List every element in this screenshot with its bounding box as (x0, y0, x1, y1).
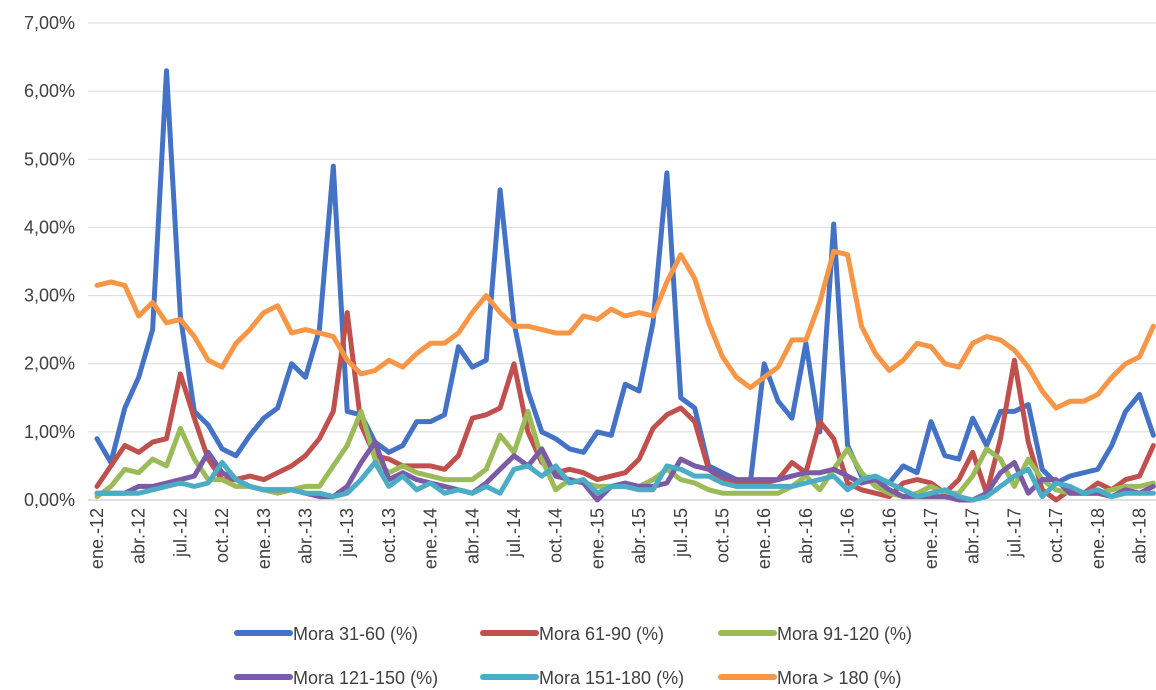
x-tick-label: oct.-12 (212, 508, 232, 563)
x-tick-label: oct.-16 (879, 508, 899, 563)
x-tick-label: ene.-14 (421, 508, 441, 569)
x-tick-label: abr.-13 (296, 508, 316, 564)
y-tick-label: 3,00% (24, 286, 75, 306)
y-tick-label: 1,00% (24, 422, 75, 442)
x-tick-label: jul.-12 (170, 508, 190, 558)
x-tick-label: ene.-16 (754, 508, 774, 569)
x-tick-label: jul.-14 (504, 508, 524, 558)
series-line (94, 248, 1156, 411)
x-tick-label: oct.-17 (1046, 508, 1066, 563)
legend-label: Mora 91-120 (%) (777, 624, 912, 644)
x-tick-label: ene.-15 (587, 508, 607, 569)
y-tick-label: 6,00% (24, 81, 75, 101)
y-tick-label: 7,00% (24, 13, 75, 33)
legend-label: Mora > 180 (%) (777, 668, 902, 688)
x-tick-label: jul.-16 (838, 508, 858, 558)
x-tick-label: ene.-18 (1088, 508, 1108, 569)
x-tick-label: abr.-14 (462, 508, 482, 564)
x-tick-label: ene.-17 (921, 508, 941, 569)
x-tick-label: oct.-14 (546, 508, 566, 563)
y-tick-label: 5,00% (24, 149, 75, 169)
y-tick-label: 2,00% (24, 354, 75, 374)
x-tick-label: jul.-13 (337, 508, 357, 558)
x-tick-label: oct.-15 (713, 508, 733, 563)
x-tick-label: abr.-16 (796, 508, 816, 564)
y-tick-label: 4,00% (24, 217, 75, 237)
x-tick-label: abr.-12 (129, 508, 149, 564)
x-tick-label: jul.-17 (1004, 508, 1024, 558)
x-tick-label: jul.-15 (671, 508, 691, 558)
series-line (94, 68, 1156, 486)
legend-label: Mora 151-180 (%) (539, 668, 684, 688)
legend-label: Mora 31-60 (%) (293, 624, 418, 644)
x-tick-label: ene.-13 (254, 508, 274, 569)
x-tick-label: abr.-18 (1130, 508, 1150, 564)
x-tick-label: abr.-17 (963, 508, 983, 564)
x-tick-label: abr.-15 (629, 508, 649, 564)
x-tick-label: oct.-13 (379, 508, 399, 563)
legend-label: Mora 61-90 (%) (539, 624, 664, 644)
x-tick-label: ene.-12 (87, 508, 107, 569)
series-line (94, 460, 1156, 503)
legend-label: Mora 121-150 (%) (293, 668, 438, 688)
y-tick-label: 0,00% (24, 490, 75, 510)
